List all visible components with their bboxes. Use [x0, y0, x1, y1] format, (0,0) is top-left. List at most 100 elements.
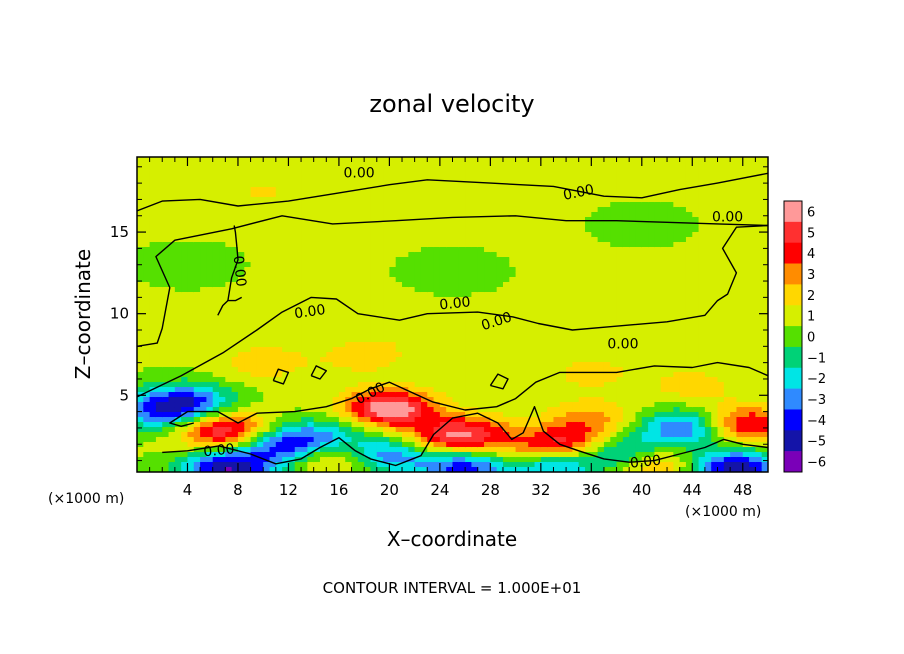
field-cell [294, 252, 302, 258]
field-cell [465, 272, 473, 278]
field-cell [622, 462, 630, 468]
field-cell [162, 452, 170, 458]
field-cell [225, 457, 233, 463]
field-cell [484, 372, 491, 378]
field-cell [345, 462, 353, 468]
field-cell [528, 417, 536, 423]
field-cell [313, 417, 321, 423]
field-cell [458, 212, 466, 218]
field-cell [610, 367, 618, 373]
field-cell [559, 287, 567, 293]
field-cell [187, 347, 195, 353]
field-cell [357, 167, 365, 173]
field-cell [420, 367, 428, 373]
field-cell [307, 182, 315, 188]
field-cell [566, 227, 573, 233]
field-cell [370, 292, 378, 298]
field-cell [439, 407, 447, 413]
field-cell [357, 427, 365, 433]
field-cell [357, 397, 365, 403]
field-cell [490, 237, 498, 243]
field-cell [319, 197, 327, 203]
field-cell [301, 382, 308, 388]
field-cell [137, 292, 144, 298]
field-cell [206, 422, 214, 428]
field-cell [313, 282, 321, 288]
field-cell [174, 242, 182, 248]
field-cell [193, 257, 201, 263]
field-cell [282, 177, 290, 183]
field-cell [244, 217, 252, 223]
field-cell [395, 367, 403, 373]
field-cell [326, 402, 334, 408]
field-cell [143, 262, 151, 268]
field-cell [452, 422, 460, 428]
field-cell [471, 322, 479, 328]
field-cell [345, 447, 353, 453]
field-cell [521, 232, 529, 238]
field-cell [187, 172, 195, 178]
field-cell [244, 312, 252, 318]
field-cell [162, 267, 170, 273]
field-cell [206, 297, 214, 303]
field-cell [553, 172, 561, 178]
field-cell [458, 182, 466, 188]
field-cell [502, 347, 510, 353]
field-cell [452, 402, 460, 408]
field-cell [168, 462, 176, 468]
field-cell [225, 427, 233, 433]
field-cell [597, 302, 605, 308]
field-cell [414, 242, 422, 248]
field-cell [414, 212, 422, 218]
field-cell [294, 207, 302, 213]
field-cell [414, 297, 422, 303]
field-cell [566, 447, 573, 453]
field-cell [250, 457, 258, 463]
field-cell [225, 307, 233, 313]
field-cell [137, 457, 144, 463]
field-cell [616, 432, 624, 438]
field-cell [553, 382, 561, 388]
field-cell [389, 247, 397, 253]
field-cell [313, 177, 321, 183]
field-cell [200, 157, 208, 163]
field-cell [635, 167, 643, 173]
field-cell [509, 257, 517, 263]
field-cell [509, 177, 517, 183]
field-cell [629, 357, 637, 363]
field-cell [237, 192, 245, 198]
field-cell [591, 222, 599, 228]
field-cell [402, 157, 409, 163]
field-cell [578, 332, 586, 338]
field-cell [275, 322, 283, 328]
field-cell [521, 267, 529, 273]
field-cell [509, 462, 517, 468]
field-cell [219, 432, 226, 438]
field-cell [212, 337, 220, 343]
field-cell [383, 382, 390, 388]
field-cell [137, 362, 144, 368]
field-cell [326, 302, 334, 308]
field-cell [332, 397, 340, 403]
field-cell [439, 212, 447, 218]
field-cell [250, 222, 258, 228]
field-cell [446, 457, 454, 463]
field-cell [357, 227, 365, 233]
field-cell [301, 187, 308, 193]
field-cell [376, 162, 384, 168]
field-cell [420, 382, 428, 388]
field-cell [465, 282, 473, 288]
field-cell [282, 402, 290, 408]
field-cell [364, 457, 372, 463]
field-cell [168, 327, 176, 333]
field-cell [301, 322, 308, 328]
field-cell [200, 217, 208, 223]
field-cell [465, 357, 473, 363]
field-cell [155, 327, 163, 333]
field-cell [376, 332, 384, 338]
field-cell [149, 242, 157, 248]
field-cell [547, 397, 555, 403]
field-cell [181, 442, 189, 448]
field-cell [187, 192, 195, 198]
field-cell [326, 262, 334, 268]
